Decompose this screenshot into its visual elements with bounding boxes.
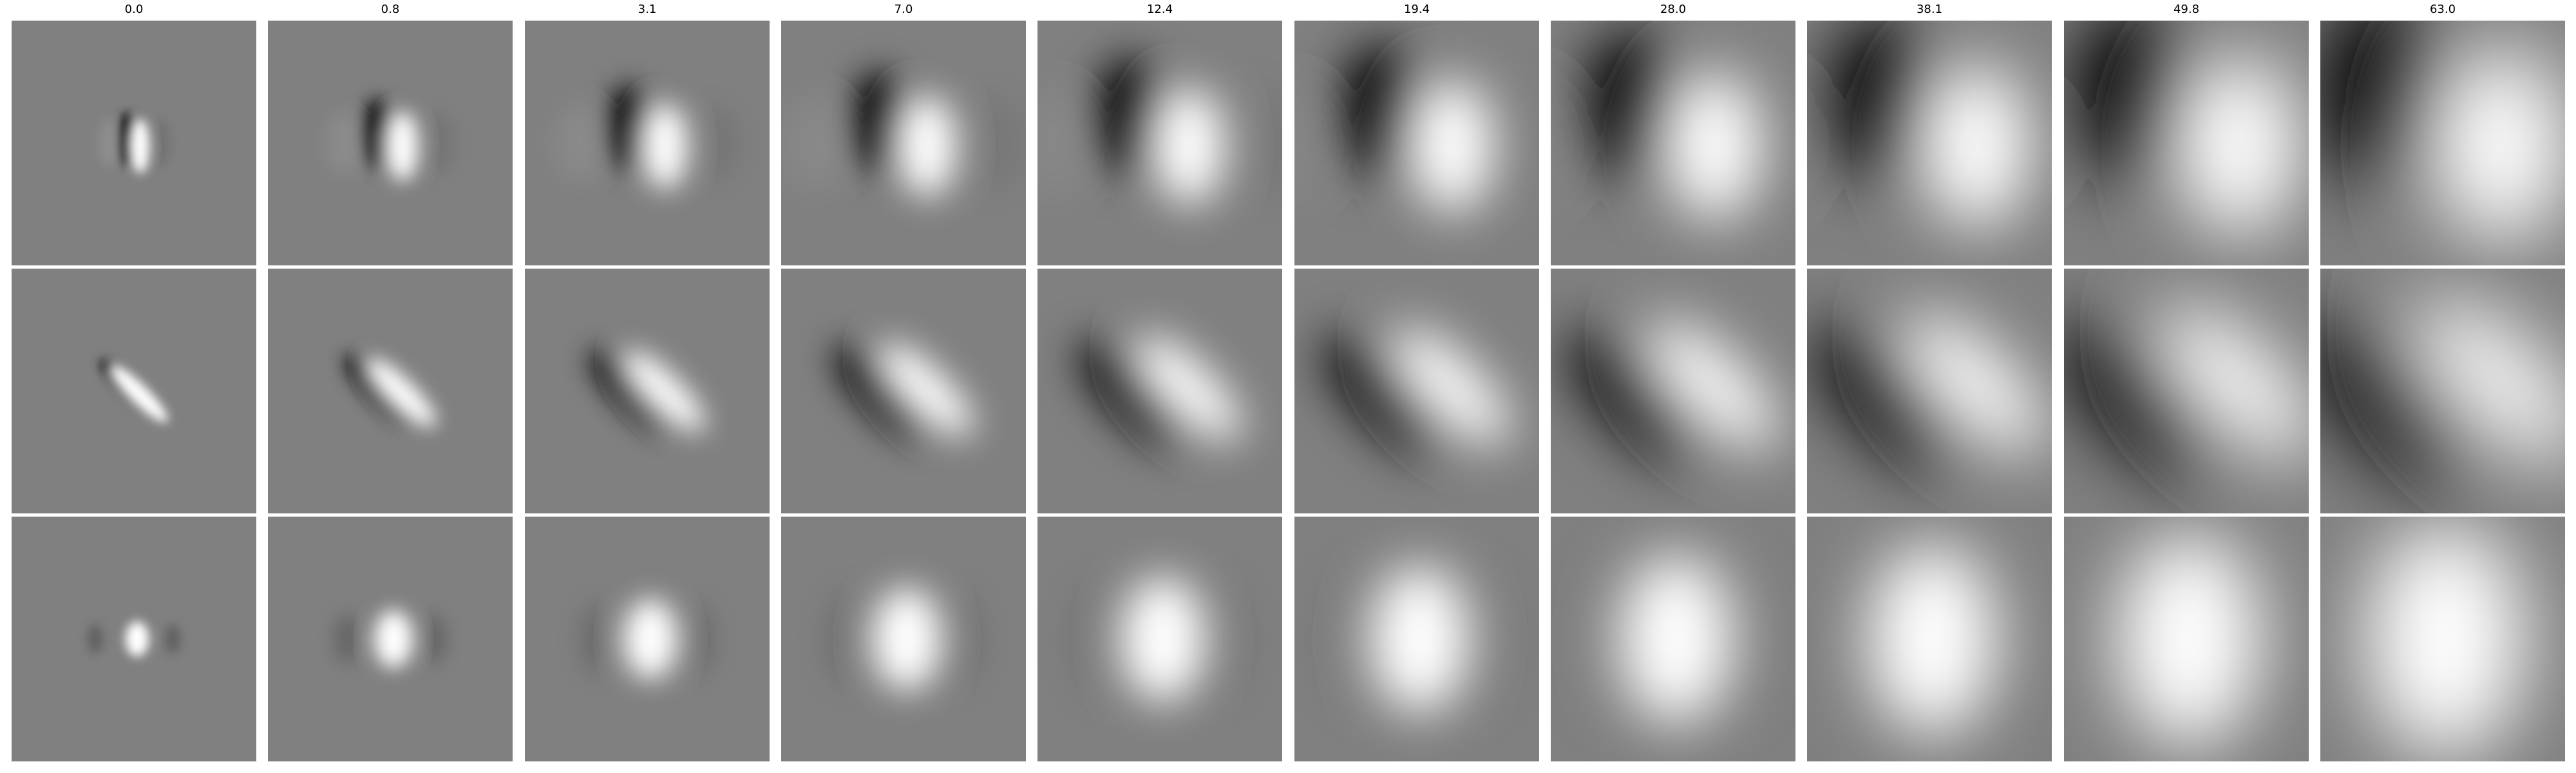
filter-panel	[12, 269, 256, 513]
filter-panel	[525, 21, 770, 265]
column-title: 3.1	[525, 3, 770, 16]
filter-panel	[1551, 517, 1795, 761]
filter-panel	[1294, 517, 1539, 761]
filter-panel	[2320, 269, 2565, 513]
filter-panel	[2320, 517, 2565, 761]
filter-panel	[525, 269, 770, 513]
filter-panel	[1294, 269, 1539, 513]
filter-panel	[525, 517, 770, 761]
column-title: 0.8	[268, 3, 513, 16]
column-title: 38.1	[1807, 3, 2052, 16]
filter-panel	[268, 21, 513, 265]
filter-panel	[2064, 517, 2309, 761]
column-title: 7.0	[781, 3, 1026, 16]
filter-panel	[1037, 269, 1282, 513]
filter-panel	[781, 269, 1026, 513]
filter-panel	[12, 21, 256, 265]
filter-panel	[2064, 269, 2309, 513]
column-title: 63.0	[2320, 3, 2565, 16]
filter-panel	[2064, 21, 2309, 265]
filter-panel	[1807, 269, 2052, 513]
filter-panel	[1551, 269, 1795, 513]
column-title: 12.4	[1037, 3, 1282, 16]
column-title: 0.0	[12, 3, 256, 16]
filter-panel	[12, 517, 256, 761]
filter-panel	[2320, 21, 2565, 265]
column-title: 19.4	[1294, 3, 1539, 16]
filter-panel	[1294, 21, 1539, 265]
filter-panel	[1037, 517, 1282, 761]
filter-panel	[781, 517, 1026, 761]
filter-panel	[1551, 21, 1795, 265]
column-title: 49.8	[2064, 3, 2309, 16]
filter-panel	[1037, 21, 1282, 265]
filter-panel	[1807, 517, 2052, 761]
filter-panel	[1807, 21, 2052, 265]
column-title: 28.0	[1551, 3, 1795, 16]
filter-panel	[268, 517, 513, 761]
filter-panel	[781, 21, 1026, 265]
filter-panel	[268, 269, 513, 513]
